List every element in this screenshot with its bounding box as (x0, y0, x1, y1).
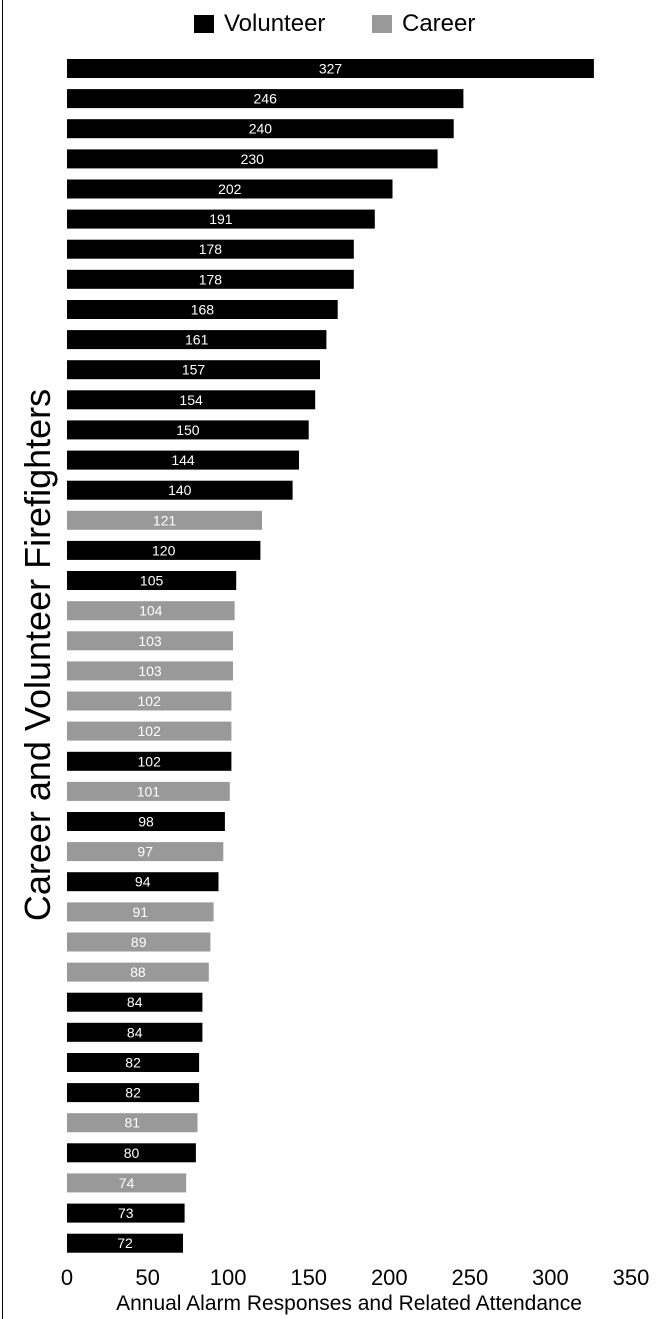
bar-career (67, 781, 230, 801)
bar-value-label: 121 (153, 512, 177, 528)
bar-volunteer (67, 1083, 200, 1103)
bar-volunteer (67, 209, 375, 229)
bar-value-label: 168 (191, 302, 215, 318)
bar-volunteer (67, 420, 309, 440)
bar-value-label: 101 (137, 783, 161, 799)
legend-item-volunteer: Volunteer (194, 8, 325, 40)
x-tick-label: 0 (61, 1265, 73, 1290)
bar-value-label: 105 (140, 573, 164, 589)
bar-career (67, 721, 232, 741)
legend-swatch-career (372, 15, 392, 33)
bar-volunteer (67, 330, 327, 350)
bar-volunteer (67, 179, 393, 199)
bar-value-label: 89 (131, 934, 147, 950)
bar-value-label: 246 (254, 91, 278, 107)
bar-career (67, 1173, 187, 1193)
bar-volunteer (67, 239, 354, 259)
bar-value-label: 74 (119, 1175, 135, 1191)
bar-volunteer (67, 1143, 196, 1163)
chart-legend: Volunteer Career (0, 8, 670, 40)
bar-career (67, 601, 235, 621)
x-tick-label: 50 (135, 1265, 159, 1290)
bar-value-label: 102 (138, 723, 162, 739)
bar-career (67, 510, 262, 530)
bar-value-label: 191 (209, 211, 233, 227)
bar-value-label: 98 (138, 814, 154, 830)
bar-career (67, 1113, 198, 1133)
bar-volunteer (67, 1022, 203, 1042)
bar-volunteer (67, 540, 261, 560)
bar-value-label: 140 (168, 482, 192, 498)
bar-value-label: 157 (182, 362, 206, 378)
x-tick-label: 250 (452, 1265, 489, 1290)
bar-volunteer (67, 149, 438, 169)
bar-value-label: 120 (152, 542, 176, 558)
x-tick-label: 200 (371, 1265, 408, 1290)
bar-value-label: 178 (199, 271, 223, 287)
bar-value-label: 103 (138, 663, 162, 679)
bar-volunteer (67, 390, 316, 410)
bar-volunteer (67, 751, 232, 771)
x-tick-label: 100 (210, 1265, 247, 1290)
legend-label-career: Career (402, 10, 476, 37)
bar-value-label: 84 (127, 1024, 143, 1040)
bar-value-label: 73 (118, 1205, 134, 1221)
bar-value-label: 102 (138, 753, 162, 769)
bar-value-label: 104 (139, 603, 163, 619)
bar-career (67, 631, 233, 651)
bar-volunteer (67, 1053, 200, 1072)
bar-career (67, 691, 232, 711)
bar-value-label: 81 (125, 1115, 141, 1131)
bar-career (67, 842, 224, 862)
bar-volunteer (67, 119, 454, 139)
bar-volunteer (67, 59, 594, 78)
x-axis-title: Annual Alarm Responses and Related Atten… (116, 1292, 582, 1315)
bar-value-label: 72 (117, 1235, 133, 1251)
bar-value-label: 202 (218, 181, 242, 197)
legend-item-career: Career (372, 8, 475, 40)
bar-career (67, 962, 209, 982)
bar-value-label: 150 (176, 422, 200, 438)
bar-value-label: 102 (138, 693, 162, 709)
bar-volunteer (67, 360, 320, 380)
x-tick-label: 300 (532, 1265, 569, 1290)
bar-value-label: 88 (130, 964, 146, 980)
bar-value-label: 82 (125, 1055, 141, 1071)
bar-volunteer (67, 1233, 183, 1253)
bar-value-label: 84 (127, 994, 143, 1010)
bar-volunteer (67, 89, 464, 109)
bar-value-label: 82 (125, 1085, 141, 1101)
bar-volunteer (67, 269, 354, 289)
bar-value-label: 144 (171, 452, 195, 468)
bar-career (67, 902, 214, 922)
bar-volunteer (67, 992, 203, 1012)
bar-value-label: 327 (319, 61, 343, 77)
bar-value-label: 178 (199, 241, 223, 257)
bar-value-label: 97 (137, 844, 153, 860)
bar-volunteer (67, 1203, 185, 1223)
bar-value-label: 80 (124, 1145, 140, 1161)
bar-career (67, 932, 211, 952)
bar-value-label: 230 (241, 151, 265, 167)
bar-volunteer (67, 812, 225, 831)
legend-label-volunteer: Volunteer (224, 10, 326, 37)
bar-volunteer (67, 571, 237, 590)
left-border-line (2, 0, 3, 1319)
bar-volunteer (67, 300, 338, 319)
legend-swatch-volunteer (194, 15, 214, 33)
bar-volunteer (67, 872, 219, 892)
bar-value-label: 91 (133, 904, 149, 920)
bar-career (67, 661, 233, 681)
bar-value-label: 103 (138, 633, 162, 649)
bar-volunteer (67, 450, 299, 470)
bar-value-label: 94 (135, 874, 151, 890)
bar-volunteer (67, 480, 293, 500)
x-tick-label: 350 (613, 1265, 650, 1290)
x-tick-label: 150 (290, 1265, 327, 1290)
bar-value-label: 154 (179, 392, 203, 408)
bar-value-label: 161 (185, 332, 209, 348)
bar-value-label: 240 (249, 121, 273, 137)
